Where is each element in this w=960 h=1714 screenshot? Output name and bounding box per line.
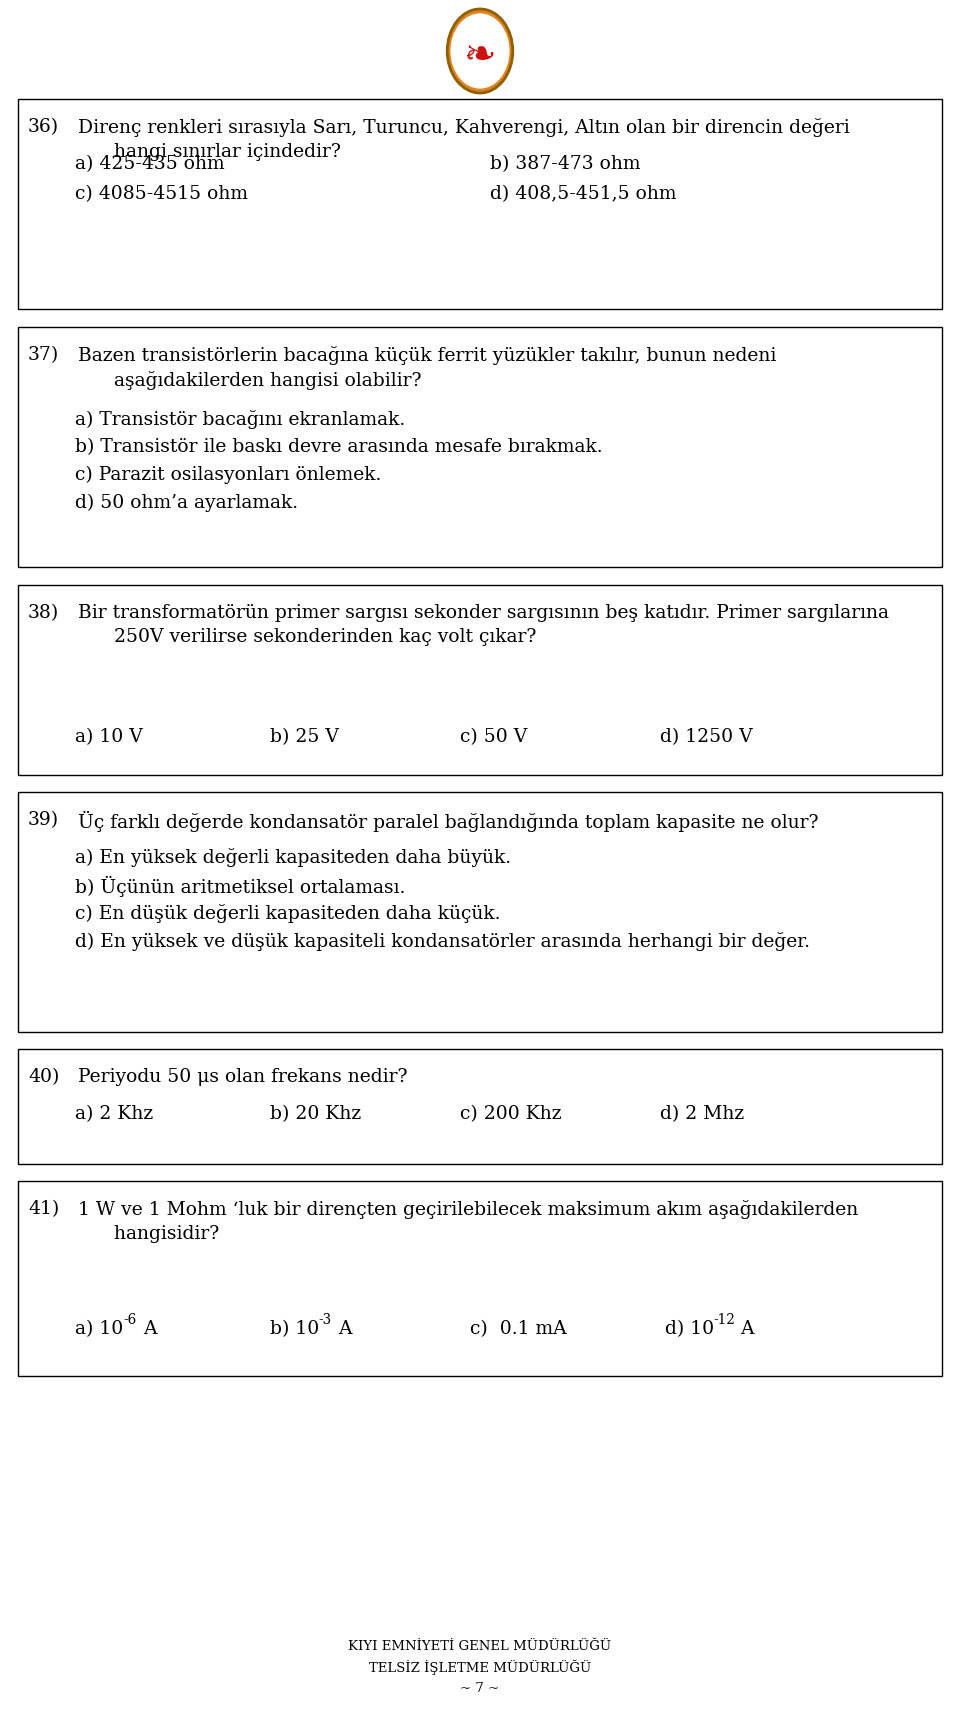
Text: KIYI EMNİYETİ GENEL MÜDÜRLÜĞÜ: KIYI EMNİYETİ GENEL MÜDÜRLÜĞÜ bbox=[348, 1639, 612, 1652]
Text: -6: -6 bbox=[124, 1313, 137, 1327]
Text: a) 10 V: a) 10 V bbox=[75, 727, 143, 746]
Text: b) 387-473 ohm: b) 387-473 ohm bbox=[490, 154, 640, 173]
Ellipse shape bbox=[451, 15, 509, 89]
Bar bbox=[18, 1049, 942, 1164]
Text: c) En düşük değerli kapasiteden daha küçük.: c) En düşük değerli kapasiteden daha küç… bbox=[75, 903, 500, 922]
Text: -3: -3 bbox=[319, 1313, 332, 1327]
Bar bbox=[18, 99, 942, 310]
Text: a) 425-435 ohm: a) 425-435 ohm bbox=[75, 154, 225, 173]
Text: d) 10: d) 10 bbox=[665, 1320, 714, 1337]
Text: 36): 36) bbox=[28, 118, 60, 135]
Text: 37): 37) bbox=[28, 346, 60, 363]
Text: 38): 38) bbox=[28, 603, 60, 622]
Text: 41): 41) bbox=[28, 1200, 60, 1217]
Text: ❧: ❧ bbox=[464, 38, 496, 75]
Ellipse shape bbox=[447, 10, 513, 94]
Bar bbox=[18, 327, 942, 567]
Text: c)  0.1 mA: c) 0.1 mA bbox=[470, 1320, 566, 1337]
Text: A: A bbox=[137, 1320, 157, 1337]
Text: a) 2 Khz: a) 2 Khz bbox=[75, 1104, 154, 1123]
Text: d) 2 Mhz: d) 2 Mhz bbox=[660, 1104, 744, 1123]
Text: 1 W ve 1 Mohm ‘luk bir dirençten geçirilebilecek maksimum akım aşağıdakilerden
 : 1 W ve 1 Mohm ‘luk bir dirençten geçiril… bbox=[78, 1200, 858, 1243]
Text: -12: -12 bbox=[713, 1313, 735, 1327]
Text: ~ 7 ~: ~ 7 ~ bbox=[461, 1681, 499, 1693]
Text: b) 20 Khz: b) 20 Khz bbox=[270, 1104, 361, 1123]
Text: b) Üçünün aritmetiksel ortalaması.: b) Üçünün aritmetiksel ortalaması. bbox=[75, 876, 405, 896]
Text: 39): 39) bbox=[28, 811, 60, 828]
Text: Periyodu 50 μs olan frekans nedir?: Periyodu 50 μs olan frekans nedir? bbox=[78, 1068, 407, 1085]
Text: Bir transformatörün primer sargısı sekonder sargısının beş katıdır. Primer sargı: Bir transformatörün primer sargısı sekon… bbox=[78, 603, 889, 644]
Text: A: A bbox=[332, 1320, 352, 1337]
Text: A: A bbox=[734, 1320, 755, 1337]
Bar bbox=[18, 792, 942, 1032]
Text: d) 1250 V: d) 1250 V bbox=[660, 727, 753, 746]
Text: Bazen transistörlerin bacağına küçük ferrit yüzükler takılır, bunun nedeni
     : Bazen transistörlerin bacağına küçük fer… bbox=[78, 346, 777, 389]
Text: c) 4085-4515 ohm: c) 4085-4515 ohm bbox=[75, 185, 248, 202]
Text: Üç farklı değerde kondansatör paralel bağlandığında toplam kapasite ne olur?: Üç farklı değerde kondansatör paralel ba… bbox=[78, 811, 819, 831]
Bar bbox=[18, 586, 942, 775]
Text: a) 10: a) 10 bbox=[75, 1320, 123, 1337]
Text: c) Parazit osilasyonları önlemek.: c) Parazit osilasyonları önlemek. bbox=[75, 466, 381, 483]
Text: b) Transistör ile baskı devre arasında mesafe bırakmak.: b) Transistör ile baskı devre arasında m… bbox=[75, 437, 603, 456]
Text: TELSİZ İŞLETME MÜDÜRLÜĞÜ: TELSİZ İŞLETME MÜDÜRLÜĞÜ bbox=[369, 1659, 591, 1675]
Text: c) 200 Khz: c) 200 Khz bbox=[460, 1104, 562, 1123]
Text: a) Transistör bacağını ekranlamak.: a) Transistör bacağını ekranlamak. bbox=[75, 410, 405, 428]
Text: 40): 40) bbox=[28, 1068, 60, 1085]
Text: d) 408,5-451,5 ohm: d) 408,5-451,5 ohm bbox=[490, 185, 677, 202]
Text: Direnç renkleri sırasıyla Sarı, Turuncu, Kahverengi, Altın olan bir direncin değ: Direnç renkleri sırasıyla Sarı, Turuncu,… bbox=[78, 118, 850, 161]
Text: b) 10: b) 10 bbox=[270, 1320, 320, 1337]
Text: d) En yüksek ve düşük kapasiteli kondansatörler arasında herhangi bir değer.: d) En yüksek ve düşük kapasiteli kondans… bbox=[75, 931, 810, 951]
Text: c) 50 V: c) 50 V bbox=[460, 727, 527, 746]
Text: b) 25 V: b) 25 V bbox=[270, 727, 339, 746]
Text: d) 50 ohm’a ayarlamak.: d) 50 ohm’a ayarlamak. bbox=[75, 494, 299, 512]
Bar bbox=[18, 1181, 942, 1376]
Text: a) En yüksek değerli kapasiteden daha büyük.: a) En yüksek değerli kapasiteden daha bü… bbox=[75, 847, 511, 867]
